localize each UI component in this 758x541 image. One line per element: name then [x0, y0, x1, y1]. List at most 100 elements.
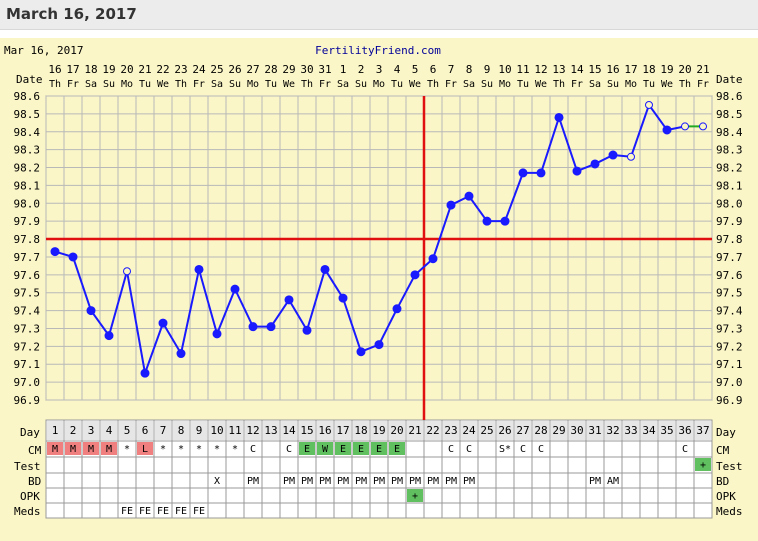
meds-cell: FE — [121, 506, 133, 517]
weekday-label: Th — [175, 79, 187, 90]
temp-point-open — [627, 152, 635, 161]
y-tick-label-left: 98.2 — [14, 162, 41, 175]
temp-point — [482, 216, 492, 226]
temp-point — [140, 368, 150, 378]
day-cell-bg — [479, 421, 495, 440]
day-number: 8 — [178, 424, 185, 437]
bd-cell: PM — [301, 476, 313, 487]
day-cell-bg — [101, 421, 117, 440]
y-tick-label-right: 97.9 — [716, 215, 743, 228]
day-cell-bg — [659, 421, 675, 440]
day-number: 20 — [390, 424, 403, 437]
temp-point — [266, 322, 276, 332]
temp-point-open — [645, 100, 653, 109]
temp-segment — [504, 172, 524, 222]
day-cell-bg — [551, 421, 567, 440]
y-tick-label-left: 98.3 — [14, 144, 41, 157]
temp-segment — [198, 269, 218, 335]
weekday-label: Sa — [463, 79, 475, 90]
bd-cell: PM — [463, 476, 475, 487]
weekday-label: Tu — [517, 79, 529, 90]
day-cell-bg — [137, 421, 153, 440]
date-label: 10 — [498, 63, 511, 76]
temp-point-open — [681, 122, 689, 131]
day-number: 26 — [498, 424, 511, 437]
date-label: 3 — [376, 63, 383, 76]
temp-segment — [270, 299, 290, 328]
day-cell-bg — [299, 421, 315, 440]
date-label: 14 — [570, 63, 584, 76]
y-tick-label-left: 97.4 — [14, 305, 41, 318]
weekday-label: Tu — [139, 79, 151, 90]
date-label: 23 — [174, 63, 187, 76]
cm-cell-fill — [101, 442, 117, 455]
date-label: 2 — [358, 63, 365, 76]
y-tick-label-left: 97.6 — [14, 269, 41, 282]
day-cell-bg — [389, 421, 405, 440]
temp-point — [662, 125, 672, 135]
day-cell-bg — [641, 421, 657, 440]
temp-point — [392, 304, 402, 314]
bd-cell: PM — [283, 476, 295, 487]
y-tick-label-right: 97.2 — [716, 340, 743, 353]
test-row-label-right: Test — [716, 460, 743, 473]
temp-segment — [234, 288, 254, 328]
plot-area — [45, 95, 713, 401]
date-label: 7 — [448, 63, 455, 76]
day-number: 32 — [606, 424, 619, 437]
cm-cell: * — [196, 444, 202, 455]
fertility-chart: Mar 16, 2017 FertilityFriend.com Date Da… — [0, 38, 758, 541]
bbt-chart-svg: Mar 16, 2017 FertilityFriend.com Date Da… — [4, 44, 743, 519]
site-link[interactable]: FertilityFriend.com — [315, 44, 441, 57]
temp-point — [464, 191, 474, 201]
bd-cell: PM — [589, 476, 601, 487]
temp-segment — [144, 322, 164, 374]
y-tick-label-left: 97.1 — [14, 358, 41, 371]
day-number: 36 — [678, 424, 691, 437]
day-number: 21 — [408, 424, 421, 437]
meds-cell: FE — [193, 506, 205, 517]
temp-point — [518, 168, 528, 178]
weekday-label: Sa — [337, 79, 349, 90]
cm-cell: E — [340, 444, 346, 455]
temp-point — [446, 200, 456, 210]
weekday-label: Mo — [373, 79, 385, 90]
date-label: 5 — [412, 63, 419, 76]
date-label: 31 — [318, 63, 331, 76]
day-cell-bg — [353, 421, 369, 440]
day-number: 1 — [52, 424, 59, 437]
day-row-label-left: Day — [20, 426, 40, 439]
day-number: 2 — [70, 424, 77, 437]
cm-cell-fill — [299, 442, 315, 455]
cm-cell: M — [88, 444, 94, 455]
day-number: 35 — [660, 424, 673, 437]
temp-point — [248, 322, 258, 332]
date-row-label-left: Date — [16, 73, 43, 86]
cm-cell: C — [466, 444, 472, 455]
day-cell-bg — [623, 421, 639, 440]
weekday-label: Th — [49, 79, 61, 90]
day-cell-bg — [317, 421, 333, 440]
temp-point — [500, 216, 510, 226]
day-cell-bg — [533, 421, 549, 440]
day-number: 27 — [516, 424, 529, 437]
day-cell-bg — [605, 421, 621, 440]
day-number: 6 — [142, 424, 149, 437]
day-number: 10 — [210, 424, 223, 437]
day-cell-bg — [695, 421, 711, 440]
temp-segment — [540, 117, 560, 174]
test-row-label-left: Test — [14, 460, 41, 473]
temp-segment — [558, 117, 578, 172]
cm-cell-fill — [83, 442, 99, 455]
temp-point — [86, 306, 96, 316]
temp-point — [338, 293, 348, 303]
date-label: 21 — [138, 63, 151, 76]
temp-point — [302, 325, 312, 335]
day-cell-bg — [173, 421, 189, 440]
cm-cell: M — [106, 444, 112, 455]
cm-row-label-left: CM — [28, 444, 42, 457]
temp-point — [590, 159, 600, 169]
y-tick-label-right: 97.7 — [716, 251, 743, 264]
day-cell-bg — [155, 421, 171, 440]
cm-cell-fill — [353, 442, 369, 455]
